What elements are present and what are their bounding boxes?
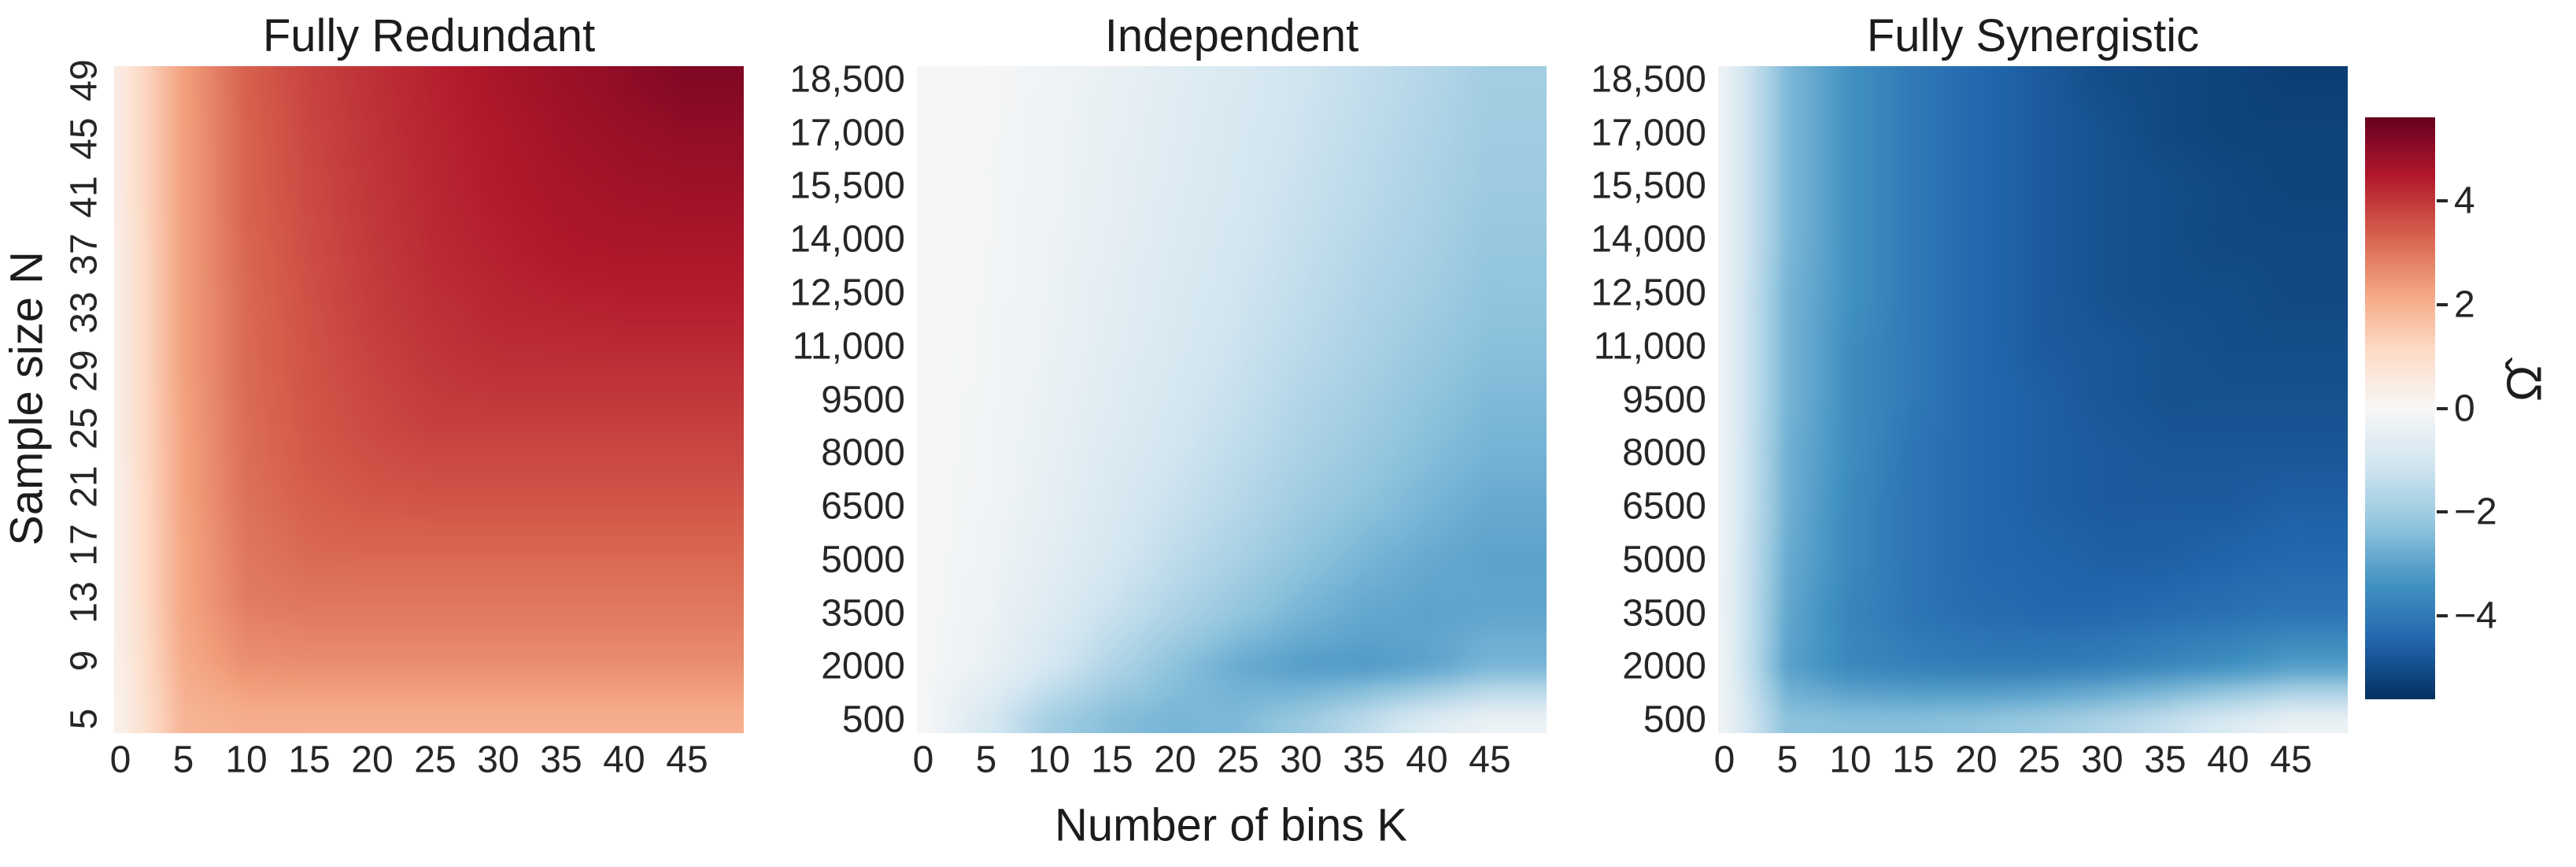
x-tick-label: 5 xyxy=(172,739,194,781)
y-tick-label: 17 xyxy=(63,523,105,566)
y-tick-label: 25 xyxy=(63,407,105,450)
y-tick-label: 15,500 xyxy=(1591,165,1706,207)
x-tick-label: 45 xyxy=(1469,739,1511,781)
x-tick-label: 10 xyxy=(1829,739,1872,781)
y-tick-label: 21 xyxy=(63,465,105,508)
y-tick-label: 45 xyxy=(63,117,105,160)
y-tick-label: 41 xyxy=(63,176,105,218)
y-tick-label: 14,000 xyxy=(789,218,905,261)
x-axis-label: Number of bins K xyxy=(1054,799,1408,851)
y-axis-label: Sample size N xyxy=(1,251,53,546)
y-tick-label: 15,500 xyxy=(789,165,905,207)
x-tick-label: 40 xyxy=(2207,739,2249,781)
x-tick-label: 35 xyxy=(2144,739,2186,781)
y-tick-label: 9500 xyxy=(1622,379,1706,421)
y-tick-label: 12,500 xyxy=(1591,272,1706,314)
y-tick-label: 14,000 xyxy=(1591,218,1706,261)
y-tick-label: 2000 xyxy=(821,645,905,687)
y-tick-label: 9500 xyxy=(821,379,905,421)
x-tick-label: 30 xyxy=(477,739,519,781)
colorbar-tick-label: 0 xyxy=(2454,387,2475,429)
x-tick-label: 45 xyxy=(2270,739,2312,781)
colorbar-tick-label: 4 xyxy=(2454,180,2475,222)
x-tick-label: 20 xyxy=(1955,739,1998,781)
x-tick-label: 15 xyxy=(288,739,331,781)
y-tick-label: 18,500 xyxy=(789,58,905,101)
colorbar-tick xyxy=(2437,510,2448,514)
y-tick-label: 500 xyxy=(841,698,905,741)
x-tick-label: 30 xyxy=(1280,739,1322,781)
x-tick-label: 0 xyxy=(1713,739,1735,781)
colorbar-tick xyxy=(2437,406,2448,410)
colorbar xyxy=(2365,117,2435,699)
y-tick-label: 8000 xyxy=(821,432,905,474)
colorbar-tick-label: −2 xyxy=(2454,491,2497,533)
y-tick-label: 5 xyxy=(63,708,105,729)
colorbar-tick xyxy=(2437,302,2448,306)
y-tick-label: 9 xyxy=(63,650,105,672)
x-tick-label: 15 xyxy=(1091,739,1133,781)
x-tick-label: 20 xyxy=(351,739,394,781)
x-tick-label: 0 xyxy=(109,739,131,781)
y-tick-label: 13 xyxy=(63,581,105,624)
x-tick-label: 25 xyxy=(1217,739,1259,781)
colorbar-label: Ω̂ xyxy=(2497,365,2552,402)
y-tick-label: 5000 xyxy=(821,539,905,581)
y-tick-label: 18,500 xyxy=(1591,58,1706,101)
y-tick-label: 2000 xyxy=(1622,645,1706,687)
y-tick-label: 6500 xyxy=(821,485,905,528)
y-tick-label: 8000 xyxy=(1622,432,1706,474)
x-tick-label: 5 xyxy=(1776,739,1798,781)
panel-title-fully-redundant: Fully Redundant xyxy=(262,10,596,61)
y-tick-label: 12,500 xyxy=(789,272,905,314)
y-tick-label: 11,000 xyxy=(792,325,905,368)
colorbar-tick xyxy=(2437,614,2448,618)
x-tick-label: 0 xyxy=(912,739,934,781)
x-tick-label: 10 xyxy=(1028,739,1070,781)
heatmap-fully-redundant xyxy=(114,66,744,733)
x-tick-label: 15 xyxy=(1892,739,1935,781)
colorbar-tick xyxy=(2437,198,2448,202)
x-tick-label: 25 xyxy=(2018,739,2060,781)
y-tick-label: 33 xyxy=(63,291,105,334)
y-tick-label: 5000 xyxy=(1622,539,1706,581)
x-tick-label: 45 xyxy=(666,739,708,781)
y-tick-label: 6500 xyxy=(1622,485,1706,528)
y-tick-label: 49 xyxy=(63,59,105,102)
x-tick-label: 5 xyxy=(975,739,997,781)
y-tick-label: 3500 xyxy=(1622,592,1706,635)
x-tick-label: 35 xyxy=(1343,739,1385,781)
y-tick-label: 17,000 xyxy=(789,112,905,154)
heatmap-fully-synergistic xyxy=(1718,66,2348,733)
x-tick-label: 25 xyxy=(414,739,456,781)
x-tick-label: 35 xyxy=(540,739,582,781)
y-tick-label: 500 xyxy=(1643,698,1706,741)
colorbar-tick-label: 2 xyxy=(2454,283,2475,326)
x-tick-label: 20 xyxy=(1154,739,1196,781)
x-tick-label: 40 xyxy=(603,739,645,781)
panel-title-independent: Independent xyxy=(1104,10,1359,61)
y-tick-label: 3500 xyxy=(821,592,905,635)
x-tick-label: 40 xyxy=(1406,739,1448,781)
colorbar-tick-label: −4 xyxy=(2454,595,2497,637)
x-tick-label: 30 xyxy=(2081,739,2123,781)
y-tick-label: 11,000 xyxy=(1593,325,1706,368)
heatmap-independent xyxy=(917,66,1547,733)
panel-title-fully-synergistic: Fully Synergistic xyxy=(1866,10,2200,61)
y-tick-label: 37 xyxy=(63,233,105,276)
x-tick-label: 10 xyxy=(225,739,268,781)
y-tick-label: 29 xyxy=(63,349,105,392)
y-tick-label: 17,000 xyxy=(1591,112,1706,154)
